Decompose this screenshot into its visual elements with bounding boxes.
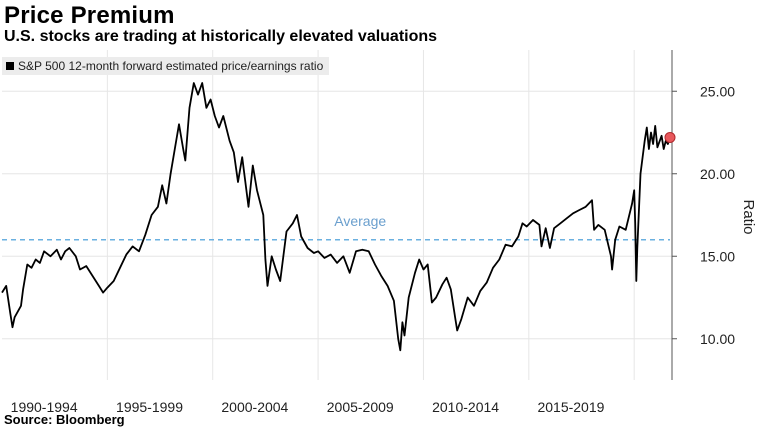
x-tick-label-2: 2000-2004: [221, 399, 288, 415]
x-tick-label-0: 1990-1994: [11, 399, 78, 415]
y-axis-title: Ratio: [740, 199, 757, 234]
x-axis-ticks: 1990-1994 1995-1999 2000-2004 2005-2009 2010…: [11, 399, 605, 415]
series-line-pe-ratio: [1, 82, 671, 352]
last-value-marker: [664, 131, 676, 143]
x-tick-label-3: 2005-2009: [327, 399, 394, 415]
chart-title: Price Premium: [4, 2, 175, 29]
source-note: Source: Bloomberg: [4, 412, 125, 427]
y-tick-label-3: 25.00: [700, 83, 735, 99]
y-tick-label-0: 10.00: [700, 331, 735, 347]
legend-label: S&P 500 12-month forward estimated price…: [18, 59, 324, 73]
x-tick-label-1: 1995-1999: [116, 399, 183, 415]
x-tick-label-5: 2015-2019: [537, 399, 604, 415]
legend: S&P 500 12-month forward estimated price…: [2, 57, 330, 75]
y-axis-ticks: 10.00 15.00 20.00 25.00: [672, 83, 735, 347]
x-tick-label-4: 2010-2014: [432, 399, 499, 415]
legend-swatch: [6, 62, 14, 70]
chart-subtitle: U.S. stocks are trading at historically …: [4, 28, 438, 45]
y-tick-label-2: 20.00: [700, 166, 735, 182]
y-tick-label-1: 15.00: [700, 248, 735, 264]
average-label: Average: [334, 213, 386, 229]
